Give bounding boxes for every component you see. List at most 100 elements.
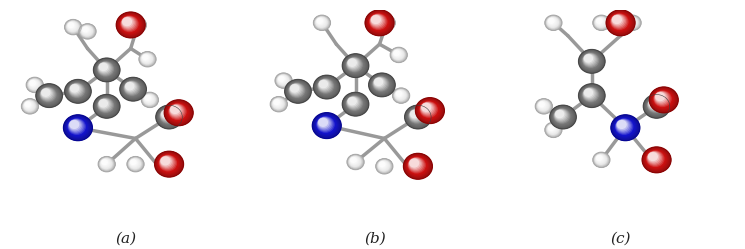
Circle shape bbox=[96, 97, 116, 115]
Circle shape bbox=[119, 15, 142, 34]
Circle shape bbox=[171, 106, 180, 113]
Circle shape bbox=[378, 15, 395, 30]
Circle shape bbox=[347, 97, 360, 108]
Circle shape bbox=[99, 99, 110, 109]
Circle shape bbox=[656, 93, 666, 102]
Circle shape bbox=[615, 118, 635, 136]
Circle shape bbox=[27, 78, 42, 92]
Circle shape bbox=[66, 81, 89, 102]
Circle shape bbox=[101, 160, 110, 167]
Circle shape bbox=[171, 105, 181, 115]
Circle shape bbox=[381, 18, 389, 25]
Circle shape bbox=[410, 159, 422, 169]
Circle shape bbox=[381, 18, 390, 26]
Circle shape bbox=[159, 155, 177, 172]
Circle shape bbox=[101, 159, 112, 169]
Circle shape bbox=[555, 110, 568, 121]
Circle shape bbox=[25, 102, 31, 107]
Circle shape bbox=[95, 60, 118, 79]
Circle shape bbox=[642, 147, 671, 173]
Circle shape bbox=[546, 16, 561, 29]
Circle shape bbox=[607, 11, 634, 35]
Circle shape bbox=[648, 99, 662, 111]
Circle shape bbox=[650, 87, 678, 113]
Circle shape bbox=[420, 102, 437, 117]
Circle shape bbox=[646, 150, 666, 168]
Circle shape bbox=[644, 148, 669, 171]
Circle shape bbox=[80, 25, 95, 38]
Circle shape bbox=[69, 120, 81, 131]
Circle shape bbox=[612, 15, 625, 27]
Circle shape bbox=[554, 109, 571, 124]
Circle shape bbox=[408, 109, 425, 124]
Circle shape bbox=[647, 97, 665, 114]
Circle shape bbox=[547, 17, 559, 28]
Circle shape bbox=[271, 97, 287, 111]
Circle shape bbox=[343, 92, 369, 116]
Circle shape bbox=[130, 160, 139, 167]
Circle shape bbox=[274, 100, 280, 105]
Circle shape bbox=[162, 110, 171, 119]
Circle shape bbox=[121, 16, 139, 33]
Circle shape bbox=[409, 158, 424, 172]
Circle shape bbox=[595, 154, 607, 165]
Circle shape bbox=[66, 20, 81, 34]
Circle shape bbox=[169, 105, 185, 118]
Circle shape bbox=[648, 99, 661, 110]
Circle shape bbox=[142, 92, 158, 107]
Circle shape bbox=[346, 95, 364, 112]
Circle shape bbox=[351, 158, 356, 162]
Circle shape bbox=[349, 156, 362, 168]
Circle shape bbox=[142, 54, 153, 63]
Circle shape bbox=[68, 22, 77, 30]
Circle shape bbox=[121, 79, 145, 100]
Circle shape bbox=[279, 76, 286, 83]
Circle shape bbox=[365, 10, 394, 36]
Circle shape bbox=[317, 19, 323, 23]
Circle shape bbox=[124, 81, 140, 95]
Circle shape bbox=[145, 96, 150, 100]
Circle shape bbox=[83, 27, 90, 34]
Circle shape bbox=[624, 15, 641, 30]
Circle shape bbox=[378, 16, 395, 30]
Circle shape bbox=[317, 18, 324, 25]
Circle shape bbox=[142, 54, 152, 63]
Circle shape bbox=[170, 105, 183, 117]
Circle shape bbox=[161, 110, 174, 121]
Circle shape bbox=[410, 111, 419, 118]
Circle shape bbox=[141, 53, 154, 65]
Circle shape bbox=[68, 82, 86, 99]
Circle shape bbox=[371, 15, 383, 26]
Circle shape bbox=[408, 108, 428, 126]
Circle shape bbox=[410, 110, 420, 119]
Circle shape bbox=[627, 17, 638, 28]
Circle shape bbox=[315, 115, 337, 135]
Circle shape bbox=[314, 76, 339, 98]
Circle shape bbox=[133, 21, 139, 25]
Circle shape bbox=[344, 56, 367, 75]
Circle shape bbox=[24, 101, 35, 111]
Circle shape bbox=[130, 18, 145, 32]
Circle shape bbox=[581, 86, 601, 104]
Circle shape bbox=[536, 99, 552, 114]
Circle shape bbox=[142, 54, 151, 62]
Circle shape bbox=[652, 89, 676, 110]
Circle shape bbox=[315, 76, 338, 97]
Circle shape bbox=[290, 84, 303, 96]
Circle shape bbox=[41, 88, 54, 101]
Circle shape bbox=[645, 150, 668, 169]
Circle shape bbox=[548, 125, 558, 134]
Circle shape bbox=[317, 79, 335, 94]
Circle shape bbox=[347, 154, 364, 170]
Circle shape bbox=[285, 80, 311, 102]
Circle shape bbox=[315, 16, 329, 29]
Circle shape bbox=[419, 101, 438, 118]
Circle shape bbox=[116, 12, 145, 38]
Circle shape bbox=[553, 108, 571, 125]
Circle shape bbox=[122, 17, 134, 28]
Circle shape bbox=[375, 78, 384, 87]
Circle shape bbox=[348, 155, 364, 169]
Circle shape bbox=[378, 161, 390, 171]
Circle shape bbox=[65, 79, 91, 103]
Circle shape bbox=[538, 101, 548, 110]
